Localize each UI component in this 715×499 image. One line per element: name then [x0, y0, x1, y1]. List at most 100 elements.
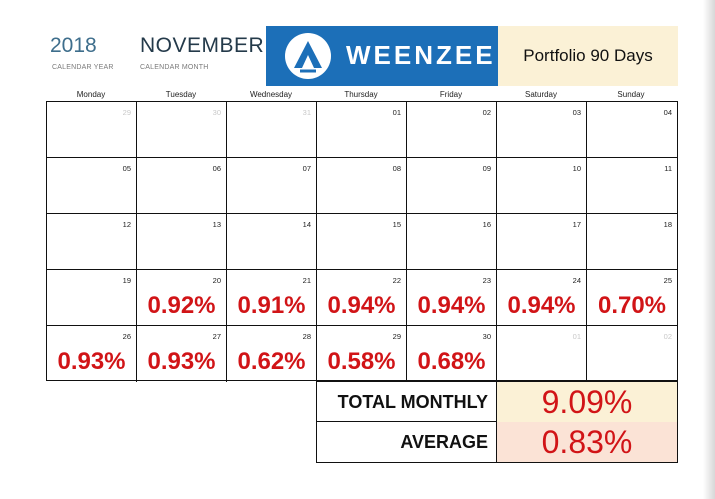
calendar-day-number: 07 — [302, 164, 311, 173]
calendar-day-number: 04 — [663, 108, 672, 117]
calendar-day-number: 12 — [122, 220, 131, 229]
calendar-day-number: 05 — [122, 164, 131, 173]
calendar-day-cell: 23 0.94% — [407, 270, 497, 326]
calendar-day-number: 18 — [663, 220, 672, 229]
calendar-day-cell: 27 0.93% — [137, 326, 227, 382]
summary-row-total: TOTAL MONTHLY 9.09% — [317, 382, 677, 422]
calendar-day-number: 02 — [663, 332, 672, 341]
calendar-day-cell: 07 — [227, 158, 317, 214]
calendar-day-cell: 26 0.93% — [47, 326, 137, 382]
calendar-day-cell: 29 — [47, 102, 137, 158]
calendar-day-cell: 11 — [587, 158, 677, 214]
daily-return-percent: 0.94% — [327, 292, 396, 319]
weekday-header-friday: Friday — [439, 90, 463, 99]
calendar-day-number: 26 — [122, 332, 131, 341]
calendar-day-cell: 30 — [137, 102, 227, 158]
weekday-header-thursday: Thursday — [344, 90, 378, 99]
logo-wordmark: WEENZEE — [346, 40, 496, 70]
daily-return-percent: 0.94% — [507, 292, 576, 319]
calendar-day-cell: 19 — [47, 270, 137, 326]
calendar-day-number: 28 — [302, 332, 311, 341]
calendar-day-number: 01 — [392, 108, 401, 117]
weekday-header-monday: Monday — [76, 90, 106, 99]
daily-return-percent: 0.93% — [147, 348, 216, 375]
portfolio-label: Portfolio 90 Days — [498, 26, 678, 86]
calendar-day-cell: 09 — [407, 158, 497, 214]
daily-return-percent: 0.93% — [57, 348, 126, 375]
calendar-day-cell: 13 — [137, 214, 227, 270]
calendar-day-cell: 17 — [497, 214, 587, 270]
calendar-day-number: 22 — [392, 276, 401, 285]
calendar-day-number: 17 — [572, 220, 581, 229]
calendar-day-cell: 01 — [497, 326, 587, 382]
daily-return-percent: 0.94% — [417, 292, 486, 319]
calendar-day-number: 03 — [572, 108, 581, 117]
weekday-header-tuesday: Tuesday — [165, 90, 197, 99]
calendar-day-cell: 03 — [497, 102, 587, 158]
calendar-day-number: 30 — [482, 332, 491, 341]
average-label: AVERAGE — [317, 422, 497, 462]
weekday-header-wednesday: Wednesday — [249, 90, 293, 99]
calendar-day-number: 23 — [482, 276, 491, 285]
calendar-day-number: 30 — [212, 108, 221, 117]
daily-return-percent: 0.92% — [147, 292, 216, 319]
calendar-day-cell: 05 — [47, 158, 137, 214]
page-edge-shadow — [703, 0, 715, 499]
calendar-day-number: 02 — [482, 108, 491, 117]
calendar-day-cell: 04 — [587, 102, 677, 158]
total-monthly-value: 9.09% — [497, 382, 677, 422]
calendar-day-number: 09 — [482, 164, 491, 173]
calendar-day-cell: 10 — [497, 158, 587, 214]
calendar-day-cell: 25 0.70% — [587, 270, 677, 326]
calendar-year-label: CALENDAR YEAR — [52, 64, 114, 71]
calendar-day-number: 19 — [122, 276, 131, 285]
calendar-day-number: 27 — [212, 332, 221, 341]
calendar-day-cell: 31 — [227, 102, 317, 158]
calendar-year: 2018 — [50, 34, 97, 57]
weekday-header-sunday: Sunday — [617, 90, 645, 99]
daily-return-percent: 0.58% — [327, 348, 396, 375]
calendar-day-cell: 24 0.94% — [497, 270, 587, 326]
calendar-day-cell: 29 0.58% — [317, 326, 407, 382]
summary-row-average: AVERAGE 0.83% — [317, 422, 677, 462]
calendar-day-cell: 14 — [227, 214, 317, 270]
calendar-day-cell: 28 0.62% — [227, 326, 317, 382]
calendar-month-label: CALENDAR MONTH — [140, 64, 209, 71]
calendar-day-number: 01 — [572, 332, 581, 341]
calendar-day-cell: 15 — [317, 214, 407, 270]
average-value: 0.83% — [497, 422, 677, 462]
calendar-day-cell: 22 0.94% — [317, 270, 407, 326]
calendar-day-cell: 30 0.68% — [407, 326, 497, 382]
daily-return-percent: 0.62% — [237, 348, 306, 375]
calendar-day-number: 13 — [212, 220, 221, 229]
calendar-day-cell: 02 — [407, 102, 497, 158]
calendar-day-number: 14 — [302, 220, 311, 229]
calendar-day-cell: 20 0.92% — [137, 270, 227, 326]
calendar-day-number: 16 — [482, 220, 491, 229]
calendar-day-cell: 08 — [317, 158, 407, 214]
calendar-day-cell: 16 — [407, 214, 497, 270]
calendar-day-number: 31 — [302, 108, 311, 117]
summary-table: TOTAL MONTHLY 9.09% AVERAGE 0.83% — [316, 381, 678, 463]
calendar-day-cell: 12 — [47, 214, 137, 270]
total-monthly-label: TOTAL MONTHLY — [317, 382, 497, 422]
calendar-day-number: 08 — [392, 164, 401, 173]
calendar-day-number: 21 — [302, 276, 311, 285]
calendar-day-number: 20 — [212, 276, 221, 285]
calendar-day-number: 29 — [122, 108, 131, 117]
weekday-header-saturday: Saturday — [524, 90, 558, 99]
calendar-day-number: 15 — [392, 220, 401, 229]
calendar-day-cell: 21 0.91% — [227, 270, 317, 326]
daily-return-percent: 0.91% — [237, 292, 306, 319]
calendar-day-cell: 06 — [137, 158, 227, 214]
calendar-day-number: 25 — [663, 276, 672, 285]
calendar-day-number: 06 — [212, 164, 221, 173]
calendar-day-number: 11 — [664, 164, 672, 173]
calendar-grid: 29 30 31 01 02 03 04 05 06 07 08 09 10 11 12 13 14 15 16 17… — [46, 101, 678, 382]
calendar-day-cell: 02 — [587, 326, 677, 382]
weenzee-logo-icon — [285, 33, 331, 79]
daily-return-percent: 0.68% — [417, 348, 486, 375]
calendar-day-number: 29 — [392, 332, 401, 341]
calendar-day-cell: 01 — [317, 102, 407, 158]
calendar-day-number: 24 — [572, 276, 581, 285]
